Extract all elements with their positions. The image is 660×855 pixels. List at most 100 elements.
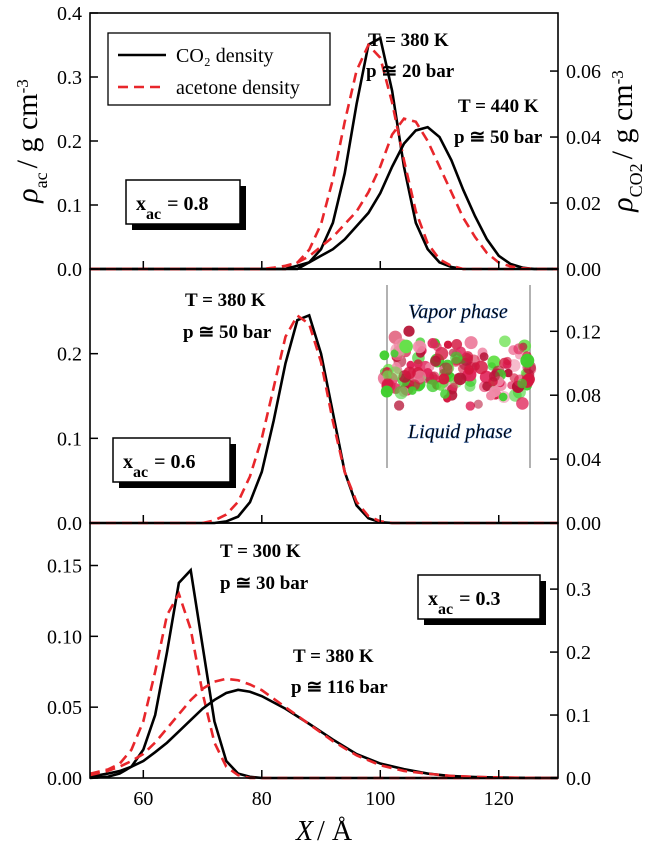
molecule bbox=[464, 380, 476, 392]
molecule bbox=[479, 352, 489, 362]
molecule bbox=[520, 353, 535, 368]
y-tick-label: 0.10 bbox=[47, 626, 82, 648]
composition-label: xac = 0.8 bbox=[136, 193, 209, 223]
label-box bbox=[125, 179, 241, 225]
annotation: p ≅ 30 bar bbox=[220, 573, 309, 594]
molecule bbox=[430, 355, 441, 367]
label-var: x bbox=[123, 451, 133, 473]
molecule bbox=[453, 372, 467, 386]
molecule bbox=[513, 343, 525, 355]
molecule bbox=[450, 351, 463, 364]
molecule bbox=[509, 373, 519, 383]
label-value: = 0.6 bbox=[154, 451, 195, 473]
molecule bbox=[412, 340, 426, 354]
annotation: T = 380 K bbox=[293, 646, 374, 667]
y2-tick-label: 0.2 bbox=[566, 642, 591, 664]
molecule bbox=[413, 370, 427, 383]
molecule bbox=[432, 342, 442, 352]
y2-tick-label: 0.00 bbox=[566, 513, 601, 535]
molecule bbox=[467, 354, 480, 367]
molecule bbox=[517, 378, 528, 389]
axis-subscript: CO2 bbox=[626, 163, 646, 197]
x-tick-label: 60 bbox=[133, 788, 153, 810]
data-line bbox=[90, 313, 558, 525]
molecule bbox=[394, 385, 408, 400]
x-tick-label: 120 bbox=[484, 788, 514, 810]
molecule bbox=[516, 397, 529, 410]
axis-superscript: -3 bbox=[608, 70, 627, 84]
y2-tick-label: 0.08 bbox=[566, 385, 601, 407]
molecule bbox=[439, 362, 453, 376]
molecule bbox=[403, 366, 416, 380]
axis-label: X / Å bbox=[295, 816, 353, 847]
axis-superscript: -3 bbox=[13, 79, 32, 93]
molecule bbox=[488, 370, 500, 382]
y-tick-label: 0.15 bbox=[47, 556, 82, 578]
label-var: x bbox=[136, 193, 146, 215]
molecule bbox=[380, 385, 393, 398]
y2-tick-label: 0.1 bbox=[566, 705, 591, 727]
data-line bbox=[90, 125, 558, 271]
label-sub: ac bbox=[146, 206, 161, 223]
y-tick-label: 0.00 bbox=[47, 768, 82, 790]
y2-tick-label: 0.12 bbox=[566, 321, 601, 343]
molecule bbox=[393, 400, 405, 411]
axis-label: ρac / g cm-3 bbox=[11, 79, 51, 204]
legend-label: acetone density bbox=[176, 77, 300, 99]
label-box bbox=[112, 437, 231, 483]
x-tick-label: 100 bbox=[365, 788, 395, 810]
axis-subscript: ac bbox=[31, 172, 51, 188]
y-tick-label: 0.4 bbox=[57, 3, 82, 25]
label-sub: ac bbox=[438, 601, 453, 618]
axis-symbol: X bbox=[295, 816, 314, 847]
molecule bbox=[426, 379, 440, 393]
molecule bbox=[440, 389, 450, 399]
data-line bbox=[90, 313, 558, 525]
molecule bbox=[464, 365, 474, 375]
label-box bbox=[417, 574, 541, 620]
axis-label: ρCO2 / g cm-3 bbox=[606, 70, 646, 213]
annotation: T = 440 K bbox=[458, 96, 539, 117]
molecule bbox=[379, 350, 390, 361]
axis-unit: / g cm bbox=[606, 84, 639, 159]
data-line bbox=[90, 117, 558, 271]
axis-symbol: ρ bbox=[11, 188, 44, 203]
data-line bbox=[89, 677, 558, 780]
molecule bbox=[438, 373, 450, 385]
legend-box bbox=[107, 32, 331, 106]
y-tick-label: 0.3 bbox=[57, 67, 82, 89]
molecule bbox=[407, 386, 417, 395]
annotation: p ≅ 20 bar bbox=[366, 61, 455, 82]
plot-frame bbox=[89, 522, 559, 779]
molecule bbox=[503, 356, 512, 366]
inset-label: Liquid phase bbox=[407, 421, 512, 443]
composition-label: xac = 0.6 bbox=[123, 451, 196, 481]
annotation: p ≅ 116 bar bbox=[291, 677, 388, 698]
y-tick-label: 0.1 bbox=[57, 195, 82, 217]
annotation: p ≅ 50 bar bbox=[183, 322, 272, 343]
legend-label: CO₂ density bbox=[176, 45, 274, 67]
y2-tick-label: 0.04 bbox=[566, 127, 601, 149]
y2-tick-label: 0.0 bbox=[566, 768, 591, 790]
inset-label: Vapor phase bbox=[408, 301, 508, 323]
molecule bbox=[403, 325, 415, 337]
annotation: T = 300 K bbox=[220, 541, 301, 562]
label-sub: ac bbox=[133, 464, 148, 481]
molecule bbox=[499, 335, 511, 348]
y2-tick-label: 0.3 bbox=[566, 579, 591, 601]
molecule bbox=[465, 401, 475, 411]
molecule bbox=[464, 336, 478, 350]
y2-tick-label: 0.04 bbox=[566, 449, 601, 471]
label-value: = 0.3 bbox=[459, 588, 500, 610]
data-line bbox=[89, 688, 558, 780]
y-tick-label: 0.0 bbox=[57, 513, 82, 535]
y2-tick-label: 0.06 bbox=[566, 61, 601, 83]
molecule bbox=[498, 392, 508, 402]
label-var: x bbox=[428, 588, 438, 610]
molecule bbox=[504, 368, 513, 378]
molecule bbox=[390, 349, 399, 358]
axis-unit: / g cm bbox=[11, 93, 44, 168]
molecule bbox=[399, 339, 413, 354]
molecule bbox=[449, 382, 458, 392]
